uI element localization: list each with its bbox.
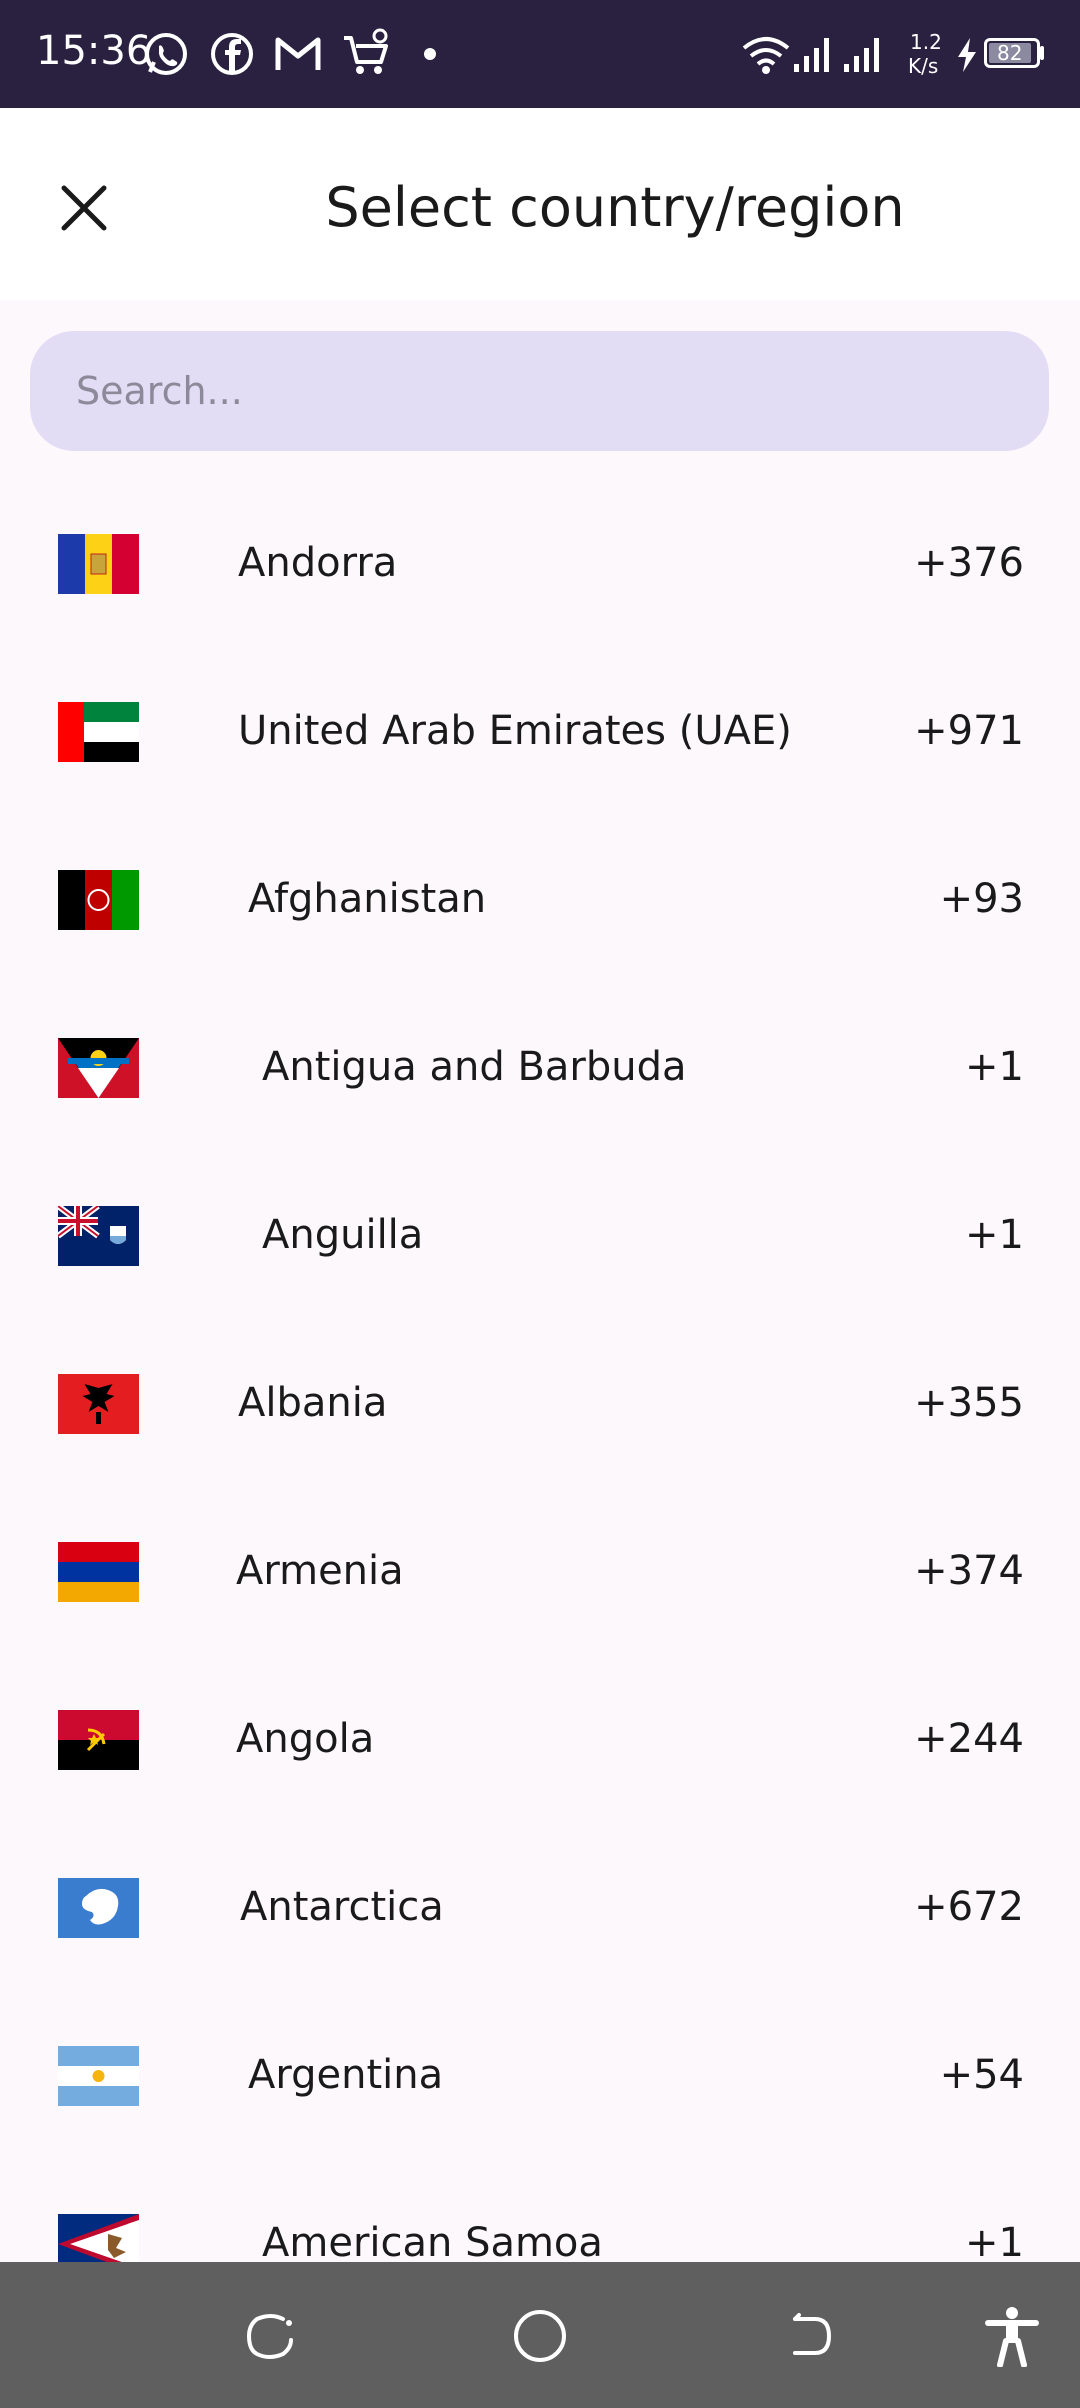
country-row-albania[interactable]: Albania +355: [0, 1322, 1080, 1490]
clock: 15:36: [36, 28, 152, 74]
dial-code: +93: [939, 876, 1024, 922]
andorra-flag-icon: [58, 534, 139, 594]
home-button[interactable]: [506, 2302, 574, 2370]
close-icon: [61, 185, 107, 231]
anguilla-flag-icon: [58, 1206, 139, 1266]
dial-code: +1: [965, 1044, 1024, 1090]
back-button[interactable]: [774, 2302, 842, 2370]
dial-code: +672: [914, 1884, 1024, 1930]
search-input[interactable]: [74, 368, 978, 414]
country-row-argentina[interactable]: Argentina +54: [0, 1994, 1080, 2162]
uae-flag-icon: [58, 702, 139, 762]
country-row-antigua[interactable]: Antigua and Barbuda +1: [0, 986, 1080, 1154]
afghanistan-flag-icon: [58, 870, 139, 930]
angola-flag-icon: [58, 1710, 139, 1770]
dial-code: +355: [914, 1380, 1024, 1426]
close-button[interactable]: [44, 168, 124, 248]
navigation-bar: [0, 2262, 1080, 2408]
country-name: Afghanistan: [248, 876, 487, 922]
recents-button[interactable]: [236, 2302, 304, 2370]
country-name: Andorra: [238, 540, 398, 586]
battery-level: 82: [997, 41, 1023, 65]
country-row-american-samoa[interactable]: American Samoa +1: [0, 2162, 1080, 2262]
home-icon: [514, 2310, 566, 2362]
country-name: Anguilla: [262, 1212, 424, 1258]
wifi-icon: [742, 37, 790, 74]
shopping-cart-icon: [344, 28, 388, 74]
country-name: Antarctica: [240, 1884, 444, 1930]
accessibility-button[interactable]: [978, 2302, 1046, 2370]
dial-code: +244: [914, 1716, 1024, 1762]
dial-code: +1: [965, 2220, 1024, 2262]
recents-icon: [246, 2314, 293, 2359]
charging-icon: [958, 38, 976, 72]
albania-flag-icon: [58, 1374, 139, 1434]
armenia-flag-icon: [58, 1542, 139, 1602]
accessibility-icon: [985, 2307, 1039, 2367]
facebook-icon: [211, 33, 253, 75]
country-name: Albania: [238, 1380, 388, 1426]
battery-icon: 82: [984, 38, 1040, 68]
country-list[interactable]: Andorra +376 United Arab Emirates (UAE) …: [0, 452, 1080, 2262]
dial-code: +54: [939, 2052, 1024, 2098]
search-box[interactable]: [30, 331, 1049, 451]
antigua-flag-icon: [58, 1038, 139, 1098]
dial-code: +374: [914, 1548, 1024, 1594]
country-name: Angola: [236, 1716, 375, 1762]
country-row-afghanistan[interactable]: Afghanistan +93: [0, 818, 1080, 986]
net-speed-unit: K/s: [908, 54, 939, 78]
dial-code: +971: [914, 708, 1024, 754]
signal-icon: [794, 38, 879, 72]
country-name: Argentina: [248, 2052, 444, 2098]
country-name: Armenia: [236, 1548, 404, 1594]
header: Select country/region: [0, 108, 1080, 300]
country-row-antarctica[interactable]: Antarctica +672: [0, 1826, 1080, 1994]
dot-icon: [424, 48, 436, 60]
country-row-angola[interactable]: Angola +244: [0, 1658, 1080, 1826]
antarctica-flag-icon: [58, 1878, 139, 1938]
country-name: American Samoa: [262, 2220, 603, 2262]
gmail-icon: [275, 37, 321, 70]
back-icon: [793, 2313, 832, 2355]
country-row-anguilla[interactable]: Anguilla +1: [0, 1154, 1080, 1322]
country-row-armenia[interactable]: Armenia +374: [0, 1490, 1080, 1658]
country-name: United Arab Emirates (UAE): [238, 708, 792, 754]
dial-code: +376: [914, 540, 1024, 586]
whatsapp-icon: [145, 33, 187, 75]
status-bar: 15:36 1.2 K/s: [0, 0, 1080, 108]
net-speed-value: 1.2: [910, 30, 942, 54]
country-row-uae[interactable]: United Arab Emirates (UAE) +971: [0, 650, 1080, 818]
dial-code: +1: [965, 1212, 1024, 1258]
country-row-andorra[interactable]: Andorra +376: [0, 482, 1080, 650]
country-name: Antigua and Barbuda: [262, 1044, 687, 1090]
american-samoa-flag-icon: [58, 2214, 139, 2262]
page-title: Select country/region: [325, 176, 905, 239]
argentina-flag-icon: [58, 2046, 139, 2106]
